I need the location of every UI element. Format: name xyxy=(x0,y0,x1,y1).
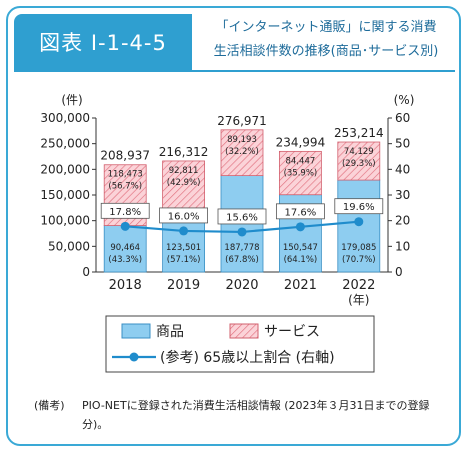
total-label: 216,312 xyxy=(159,145,209,159)
service-pct-label: (56.7%) xyxy=(108,182,142,192)
right-tick-label: 50 xyxy=(395,137,410,151)
line-label-box xyxy=(100,202,150,219)
goods-value-label: 123,501 xyxy=(166,243,201,253)
legend-label-service: サービス xyxy=(264,324,320,340)
line-value-label: 19.6% xyxy=(343,202,375,213)
right-tick-label: 0 xyxy=(395,265,403,279)
line-label-box xyxy=(334,198,384,215)
service-pct-label: (29.3%) xyxy=(342,159,376,169)
line-point xyxy=(120,221,130,231)
line-value-label: 17.8% xyxy=(109,207,141,218)
left-tick-label: 50,000 xyxy=(48,239,90,253)
service-value-label: 84,447 xyxy=(286,156,316,166)
bar-service xyxy=(337,141,381,181)
total-label: 208,937 xyxy=(100,149,150,163)
service-value-label: 118,473 xyxy=(108,170,143,180)
note-text: PIO-NETに登録された消費生活相談情報 (2023年３月31日までの登録分)… xyxy=(82,399,430,431)
bar-service xyxy=(220,129,264,177)
x-axis-unit: (年) xyxy=(348,293,369,307)
left-tick-label: 250,000 xyxy=(40,137,90,151)
left-tick-label: 200,000 xyxy=(40,162,90,176)
right-tick-label: 40 xyxy=(395,162,410,176)
right-axis-unit: (%) xyxy=(394,93,415,107)
bar-goods xyxy=(103,225,147,273)
legend-label-line: (参考) 65歳以上割合 (右軸) xyxy=(160,349,335,366)
legend-label-goods: 商品 xyxy=(156,324,184,340)
note-label: (備考) xyxy=(34,399,65,412)
bar-service xyxy=(278,150,322,196)
line-point xyxy=(295,222,305,232)
goods-pct-label: (70.7%) xyxy=(342,255,376,265)
line-point xyxy=(179,226,189,236)
title-line-1: 「インターネット通販」に関する消費 xyxy=(215,20,437,35)
title-line-2: 生活相談件数の推移(商品･サービス別) xyxy=(213,44,439,59)
figure-title: 「インターネット通販」に関する消費 生活相談件数の推移(商品･サービス別) xyxy=(200,16,452,64)
goods-pct-label: (64.1%) xyxy=(284,255,318,265)
bar-service xyxy=(162,160,206,210)
left-axis-unit: (件) xyxy=(61,93,82,107)
right-tick-label: 10 xyxy=(395,239,410,253)
goods-value-label: 90,464 xyxy=(110,243,140,253)
header-divider xyxy=(14,70,455,72)
category-label: 2021 xyxy=(284,278,317,293)
service-value-label: 74,129 xyxy=(344,147,374,157)
service-value-label: 92,811 xyxy=(169,166,199,176)
line-value-label: 15.6% xyxy=(226,212,258,223)
total-label: 276,971 xyxy=(217,114,267,128)
goods-value-label: 179,085 xyxy=(341,243,376,253)
legend-swatch-service xyxy=(229,323,259,339)
left-tick-label: 100,000 xyxy=(40,214,90,228)
goods-pct-label: (43.3%) xyxy=(108,255,142,265)
line-value-label: 17.6% xyxy=(285,207,317,218)
line-label-box xyxy=(275,203,325,220)
legend-swatch-goods xyxy=(121,323,151,339)
goods-value-label: 150,547 xyxy=(283,243,318,253)
left-tick-label: 300,000 xyxy=(40,111,90,125)
category-label: 2020 xyxy=(225,278,258,293)
goods-pct-label: (67.8%) xyxy=(225,255,259,265)
line-value-label: 16.0% xyxy=(168,211,200,222)
total-label: 253,214 xyxy=(334,126,384,140)
line-label-box xyxy=(217,208,267,225)
service-pct-label: (42.9%) xyxy=(167,178,201,188)
figure-id: 図表 I-1-4-5 xyxy=(14,14,192,70)
right-tick-label: 60 xyxy=(395,111,410,125)
left-tick-label: 0 xyxy=(82,265,90,279)
category-label: 2019 xyxy=(167,278,200,293)
service-pct-label: (35.9%) xyxy=(284,168,318,178)
service-value-label: 89,193 xyxy=(227,135,257,145)
category-label: 2022 xyxy=(342,278,375,293)
goods-pct-label: (57.1%) xyxy=(167,255,201,265)
right-tick-label: 20 xyxy=(395,214,410,228)
total-label: 234,994 xyxy=(276,135,326,149)
line-label-box xyxy=(159,207,209,224)
goods-value-label: 187,778 xyxy=(224,243,259,253)
legend-swatch-point xyxy=(129,352,139,362)
category-label: 2018 xyxy=(109,278,142,293)
line-point xyxy=(237,227,247,237)
line-point xyxy=(354,217,364,227)
right-tick-label: 30 xyxy=(395,188,410,202)
service-pct-label: (32.2%) xyxy=(225,147,259,157)
left-tick-label: 150,000 xyxy=(40,188,90,202)
